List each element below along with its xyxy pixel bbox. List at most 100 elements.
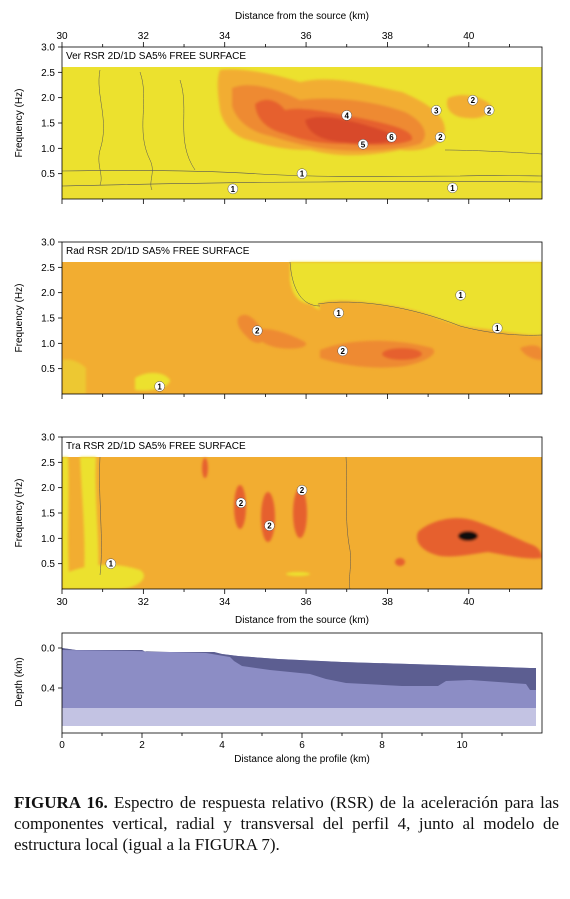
v-contour-label: 4	[345, 111, 350, 120]
r-y-tick-label: 1.5	[41, 314, 55, 325]
v-x-tick-label: 36	[301, 31, 313, 42]
s-y-axis-label: Depth (km)	[14, 657, 25, 706]
s-x-tick-label: 6	[299, 740, 305, 751]
v-y-tick-label: 3.0	[41, 43, 55, 54]
r-level1-strip	[62, 359, 86, 394]
v-level2-right-blob	[446, 95, 492, 119]
t-y-tick-label: 2.5	[41, 458, 55, 469]
t-x-tick-label: 36	[301, 597, 313, 608]
s-x-axis-label: Distance along the profile (km)	[234, 754, 370, 765]
v-contour-label-bg	[447, 182, 458, 194]
r-y-axis-label: Frequency (Hz)	[14, 284, 25, 353]
caption-label: FIGURA 16.	[14, 793, 108, 812]
r-y-tick-label: 3.0	[41, 238, 55, 249]
figure: Distance from the source (km) Ver RS	[14, 11, 543, 765]
t-contour-label: 2	[239, 499, 244, 508]
v-contour-label-bg	[386, 131, 397, 143]
t-contour-label-bg	[105, 558, 117, 569]
v-x-tick-label: 40	[463, 31, 475, 42]
s-x-tick-label: 4	[219, 740, 225, 751]
v-contour-label: 1	[300, 170, 305, 179]
t-y-tick-label: 2.0	[41, 483, 55, 494]
r-contour-label: 1	[157, 382, 162, 391]
v-contour-label-bg	[483, 105, 495, 116]
r-contour-label-bg	[492, 322, 503, 334]
r-contour-label-bg	[154, 381, 165, 392]
r-level3-low-band	[320, 340, 435, 368]
r-level3-right-edge	[520, 345, 542, 360]
caption-text: Espectro de respuesta relativo (RSR) de …	[14, 793, 560, 854]
t-level5-black-core	[458, 531, 478, 541]
t-y-tick-label: 0.5	[41, 559, 55, 570]
t-y-axis-label: Frequency (Hz)	[14, 479, 25, 548]
v-level5-core	[305, 117, 397, 144]
v-contour-label: 2	[471, 96, 476, 105]
v-contour-line-5	[179, 79, 196, 171]
v-contour-line-1	[62, 170, 542, 177]
figure-caption: FIGURA 16. Espectro de respuesta relativ…	[14, 792, 559, 855]
r-contour-line-2	[317, 301, 542, 336]
v-y-tick-label: 1.5	[41, 119, 55, 130]
t-x-tick-label: 38	[382, 597, 394, 608]
v-x-tick-label: 30	[56, 31, 68, 42]
v-contour-label-bg	[296, 168, 308, 179]
transverse-rsr-panel: Tra RSR 2D/1D SA5% FREE SURFACE Frequenc…	[14, 433, 543, 626]
s-x-tick-label: 0	[59, 740, 65, 751]
v-contour-label: 2	[438, 133, 443, 142]
t-level3-right-region	[416, 518, 542, 559]
v-contour-label-bg	[467, 94, 479, 106]
r-contour-label-bg	[252, 325, 263, 336]
bottom-x-axis-label: Distance from the source (km)	[235, 615, 369, 626]
t-x-tick-label: 30	[56, 597, 68, 608]
r-level1-tongue	[300, 262, 320, 310]
top-x-axis-label: Distance from the source (km)	[235, 11, 369, 22]
r-level4-peak	[382, 348, 422, 360]
r-contour-label: 1	[336, 309, 341, 318]
r-level3-lobe-mid	[255, 328, 307, 349]
r-y-tick-label: 1.0	[41, 339, 55, 350]
t-contour-label: 2	[267, 522, 272, 531]
vertical-rsr-panel: Ver RSR 2D/1D SA5% FREE SURFACE Frequenc…	[14, 31, 543, 204]
r-contour-label: 2	[255, 327, 260, 336]
v-contour-line-3	[98, 69, 104, 186]
v-contour-line-4	[139, 71, 153, 191]
t-contour-label-bg	[296, 485, 308, 496]
t-x-tick-label: 40	[463, 597, 475, 608]
v-y-tick-label: 2.0	[41, 93, 55, 104]
r-panel-title: Rad RSR 2D/1D SA5% FREE SURFACE	[66, 246, 250, 257]
t-y-tick-label: 1.0	[41, 534, 55, 545]
t-level1-left-strip	[62, 457, 70, 589]
s-x-tick-label: 8	[379, 740, 385, 751]
v-contour-label-bg	[431, 105, 442, 116]
v-y-tick-label: 1.0	[41, 144, 55, 155]
t-level3-spot-small	[395, 558, 405, 566]
r-y-tick-label: 2.5	[41, 263, 55, 274]
r-contour-label: 1	[495, 324, 500, 333]
t-level1-bottom-left	[62, 564, 144, 589]
v-contour-line-6	[444, 149, 542, 155]
upper-layer	[62, 648, 536, 690]
t-contour-label: 2	[300, 486, 305, 495]
radial-rsr-panel: Rad RSR 2D/1D SA5% FREE SURFACE Frequenc…	[14, 238, 543, 399]
t-x-tick-label: 32	[138, 597, 150, 608]
t-y-tick-label: 3.0	[41, 433, 55, 444]
t-x-tick-label: 34	[219, 597, 231, 608]
t-level3-lobe-3	[293, 488, 307, 538]
v-level4-small-peak	[265, 108, 279, 128]
s-y-tick-label: 0.0	[41, 644, 55, 655]
v-contour-label: 2	[487, 106, 492, 115]
v-x-tick-label: 32	[138, 31, 150, 42]
r-y-tick-label: 2.0	[41, 288, 55, 299]
t-contour-line-2	[345, 456, 351, 589]
v-contour-label: 1	[450, 184, 455, 193]
r-contour-label-bg	[333, 307, 344, 319]
t-contour-label-bg	[235, 497, 247, 509]
t-contour-label: 1	[109, 560, 114, 569]
t-level3-spot-top	[202, 458, 208, 478]
bedrock-layer	[62, 708, 536, 726]
r-level1-upper-right	[290, 262, 542, 336]
v-contour-label: 6	[389, 133, 394, 142]
r-contour-label: 2	[340, 347, 345, 356]
v-contour-label-bg	[357, 139, 369, 150]
r-contour-label-bg	[455, 290, 466, 301]
